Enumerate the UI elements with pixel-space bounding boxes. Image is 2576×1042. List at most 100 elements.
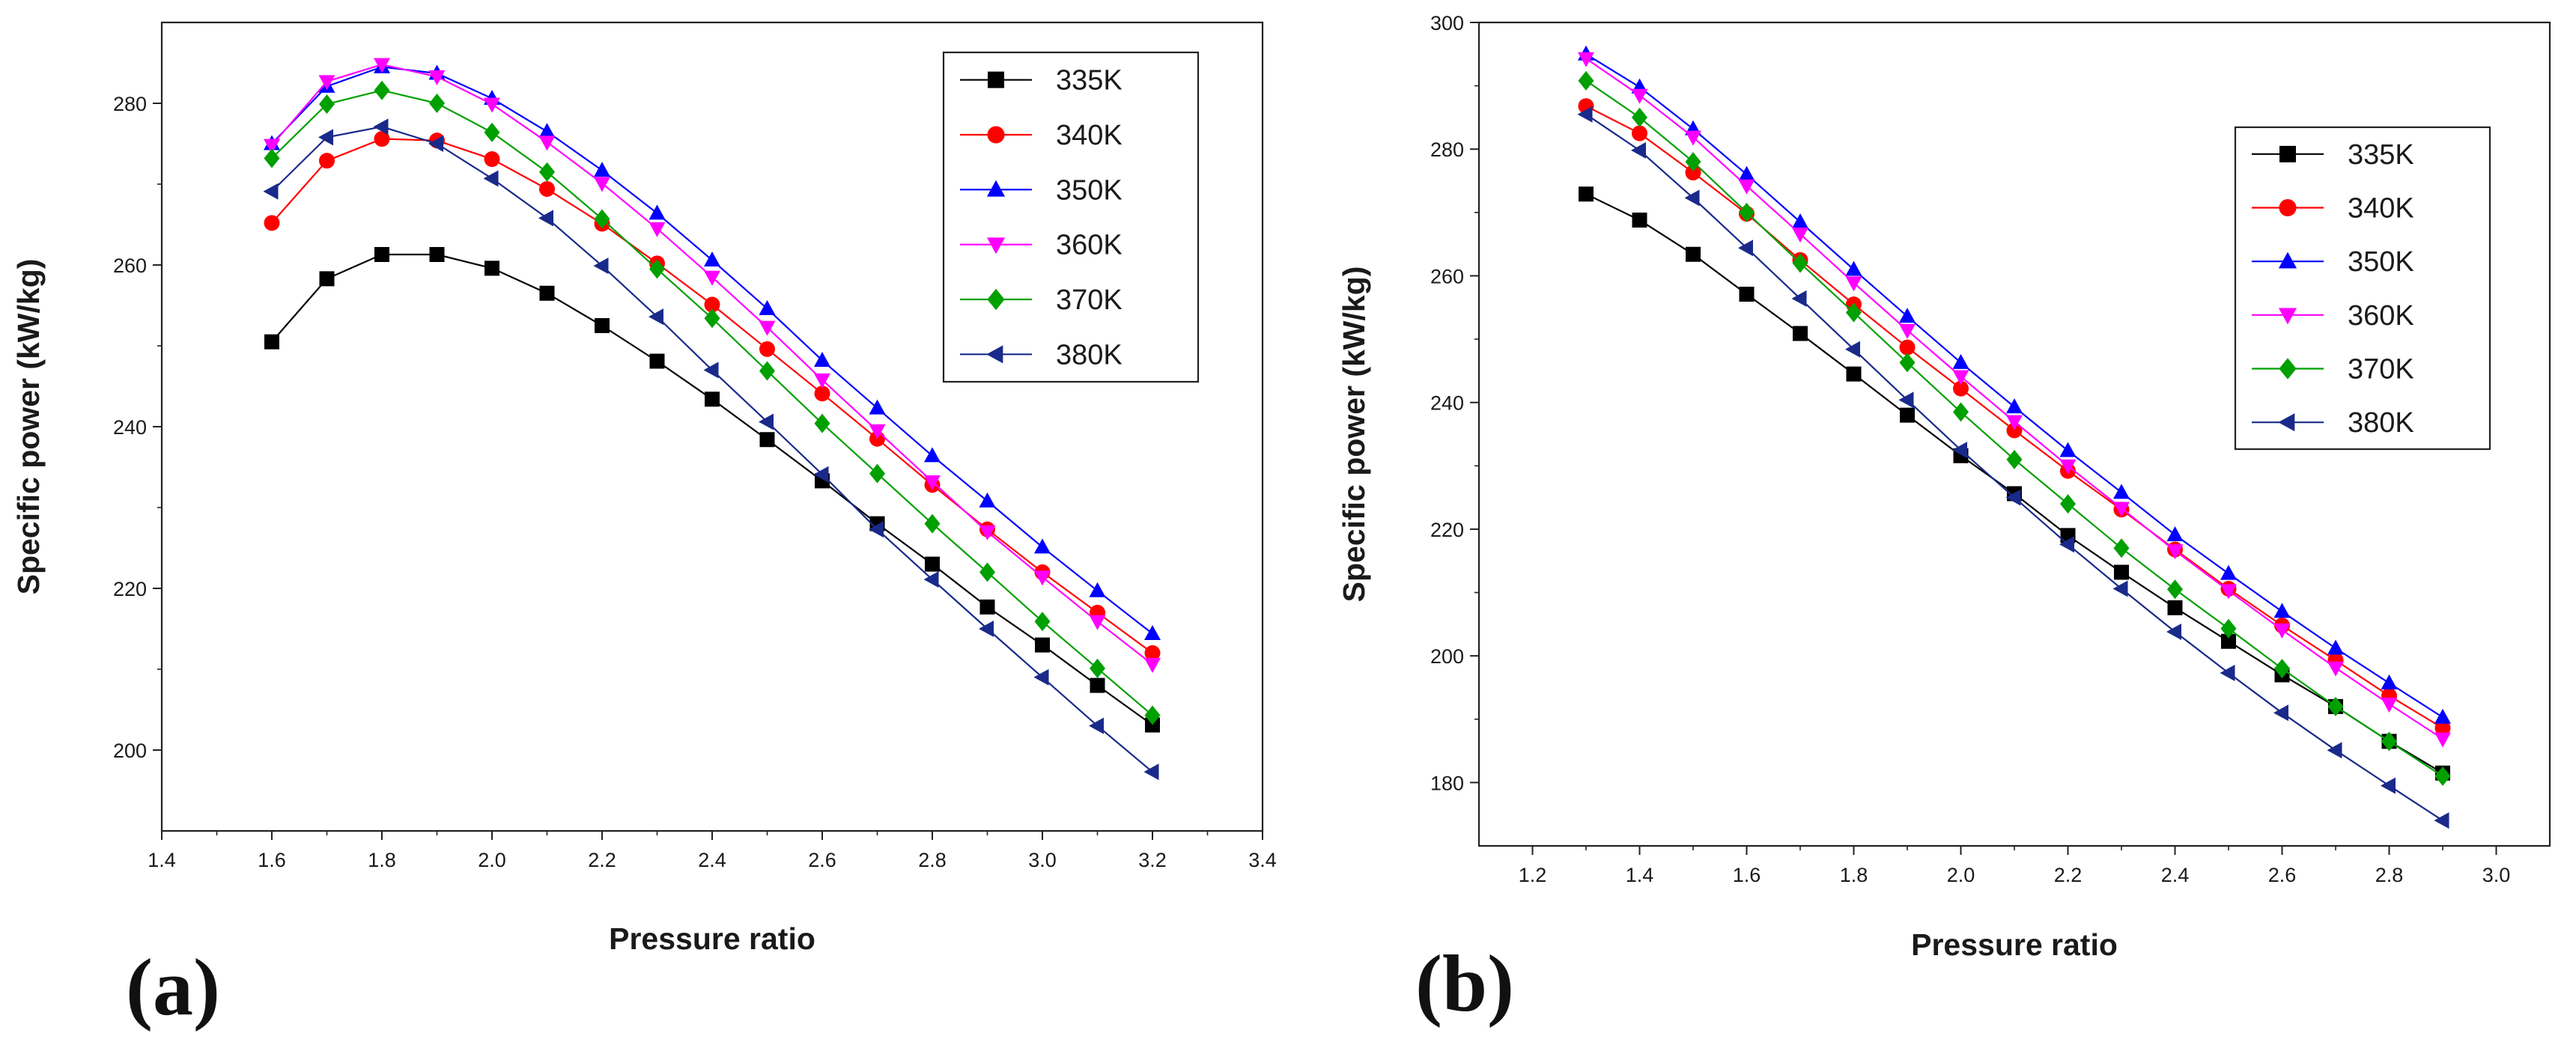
- data-point: [923, 571, 939, 588]
- legend-label: 380K: [2348, 407, 2414, 439]
- x-tick-label: 1.8: [368, 849, 396, 871]
- x-axis: 1.4 1.6 1.8 2.0 2.2 2.4 2.6 2.8 3.0 3.2 3.4: [148, 831, 1277, 871]
- data-point: [1090, 658, 1105, 678]
- data-point: [1953, 380, 1969, 397]
- panel-label: (a): [126, 943, 220, 1032]
- data-point: [2114, 564, 2129, 580]
- data-point: [1144, 645, 1161, 661]
- series-360K: [1578, 52, 2451, 748]
- data-point: [1033, 668, 1049, 686]
- data-point: [594, 177, 610, 192]
- legend-label: 335K: [1056, 65, 1123, 97]
- data-point: [2434, 812, 2449, 829]
- data-point: [979, 562, 995, 582]
- legend-item: 370K: [960, 284, 1123, 316]
- data-point: [2434, 732, 2451, 748]
- data-point: [539, 162, 555, 182]
- legend-item: 370K: [2252, 354, 2414, 386]
- legend-label: 350K: [1056, 174, 1123, 206]
- data-point: [374, 246, 389, 262]
- series-335K: [264, 246, 1160, 733]
- data-point: [2273, 623, 2291, 639]
- data-point: [759, 432, 775, 448]
- data-point: [1845, 276, 1862, 292]
- series-350K: [1578, 45, 2451, 724]
- data-point: [429, 246, 445, 262]
- x-tick-label: 1.6: [258, 849, 286, 871]
- data-point: [979, 492, 996, 508]
- data-point: [2381, 731, 2397, 752]
- x-axis-label: Pressure ratio: [609, 921, 815, 956]
- data-point: [483, 170, 499, 187]
- legend-label: 340K: [1056, 120, 1123, 151]
- legend-item: 340K: [2252, 193, 2414, 225]
- data-point: [2221, 633, 2236, 649]
- legend-marker: [2279, 198, 2297, 217]
- data-point: [2060, 494, 2076, 514]
- data-point: [979, 525, 996, 540]
- data-point: [759, 320, 776, 336]
- data-point: [1952, 442, 1967, 459]
- data-point: [1738, 165, 1755, 181]
- x-tick-label: 1.6: [1733, 864, 1761, 886]
- legend-marker: [986, 180, 1006, 197]
- data-point: [1144, 624, 1161, 640]
- data-point: [428, 70, 446, 85]
- y-tick-label: 240: [1430, 392, 1464, 415]
- data-point: [1791, 290, 1807, 307]
- data-point: [2220, 584, 2237, 600]
- y-tick-label: 260: [113, 255, 147, 277]
- legend-item: 335K: [2252, 139, 2414, 171]
- data-point: [2113, 502, 2130, 517]
- panel-label: (b): [1415, 939, 1514, 1029]
- data-point: [2059, 442, 2077, 457]
- data-point: [1089, 615, 1106, 630]
- data-point: [538, 123, 556, 138]
- data-point: [594, 209, 610, 229]
- data-point: [704, 270, 720, 286]
- data-point: [2327, 661, 2344, 677]
- data-point: [1899, 353, 1916, 373]
- data-point: [1144, 705, 1161, 725]
- data-point: [484, 97, 500, 113]
- y-tick-label: 220: [113, 578, 147, 600]
- legend-box: [942, 51, 1200, 383]
- data-point: [264, 148, 280, 168]
- data-point: [2381, 674, 2398, 690]
- data-point: [648, 204, 666, 220]
- series-380K: [263, 118, 1159, 781]
- legend-marker: [986, 345, 1003, 364]
- data-point: [704, 252, 720, 267]
- x-tick-label: 1.4: [148, 849, 176, 871]
- legend-label: 360K: [2348, 300, 2414, 332]
- data-point: [2006, 415, 2023, 430]
- data-point: [1089, 582, 1106, 597]
- data-point: [1952, 370, 1969, 386]
- data-point: [1089, 717, 1104, 734]
- legend-item: 360K: [960, 230, 1123, 261]
- data-point: [1632, 213, 1647, 228]
- data-point: [1685, 152, 1701, 172]
- data-point: [373, 118, 389, 135]
- data-point: [318, 75, 335, 91]
- legend: 335K 340K 350K 360K 370K 380K: [2234, 126, 2491, 451]
- data-point: [704, 308, 720, 329]
- legend-marker: [2279, 145, 2296, 162]
- data-point: [649, 259, 665, 279]
- legend-item: 380K: [960, 339, 1123, 371]
- x-tick-label: 1.2: [1519, 864, 1547, 886]
- y-tick-label: 180: [1430, 772, 1464, 794]
- data-point: [1846, 302, 1862, 323]
- data-point: [1577, 106, 1593, 123]
- series-370K: [1578, 70, 2451, 786]
- data-point: [2381, 697, 2398, 713]
- legend-label: 370K: [1056, 284, 1123, 316]
- data-point: [869, 463, 885, 484]
- data-point: [1792, 253, 1808, 273]
- data-point: [813, 466, 829, 483]
- data-point: [2434, 766, 2451, 786]
- legend-marker: [2278, 308, 2297, 325]
- data-point: [1899, 339, 1916, 356]
- chart-panel-a: 1.4 1.6 1.8 2.0 2.2 2.4 2.6 2.8 3.0 3.2 3.42002202…: [11, 21, 1277, 1032]
- data-point: [1631, 141, 1646, 159]
